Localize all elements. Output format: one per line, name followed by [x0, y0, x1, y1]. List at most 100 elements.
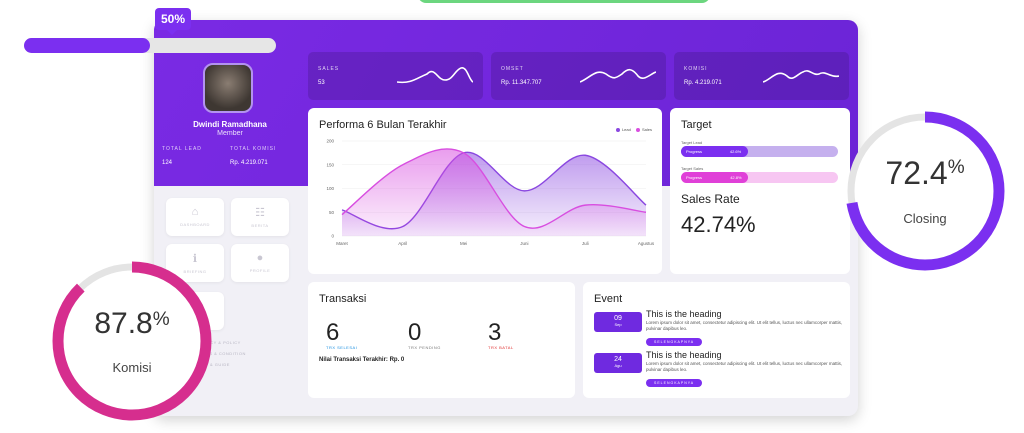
help-link[interactable]: HELP & GUIDE: [196, 362, 230, 367]
event-1-day: 09: [614, 315, 622, 322]
komisi-ring-arc: [52, 261, 212, 421]
event-2-button[interactable]: SELENGKAPNYA: [646, 379, 703, 387]
nav-profile[interactable]: ● PROFILE: [231, 244, 289, 282]
komisi-value: Rp. 4.219.071: [684, 80, 722, 86]
dashboard-card: Dwindi Ramadhana Member TOTAL LEAD 124 T…: [154, 20, 858, 416]
komisi-symbol: %: [152, 309, 170, 330]
nav-briefing-label: BRIEFING: [183, 269, 207, 274]
trx-pending-label: TRX PENDING: [408, 345, 441, 350]
event-1-text: Lorem ipsum dolor sit amet, consectetur …: [646, 320, 843, 331]
target-sales-fill: [681, 172, 749, 183]
event-1-heading: This is the heading: [646, 309, 722, 319]
target-lead-pct: 42.6%: [729, 149, 742, 154]
event-panel: Event 09 Sep This is the heading Lorem i…: [583, 282, 850, 398]
komisi-number: 87.8: [94, 307, 153, 340]
closing-number: 72.4: [885, 155, 948, 191]
sales-title: SALES: [318, 66, 340, 72]
target-lead-fill: [681, 146, 748, 157]
top-progress-label: 50%: [155, 8, 192, 35]
event-1-button[interactable]: SELENGKAPNYA: [646, 338, 703, 346]
omset-sparkline: [580, 68, 656, 83]
news-icon: ☷: [255, 207, 265, 219]
target-sales-bar: Progress 42.8%: [681, 172, 838, 183]
nav-berita-label: BERITA: [251, 223, 269, 228]
trx-selesai-count: 6: [326, 319, 340, 346]
trx-note: Nilai Transaksi Terakhir: Rp. 0: [319, 357, 405, 363]
omset-title: OMSET: [501, 66, 524, 72]
legend-sales-swatch: [635, 127, 640, 132]
legend-sales: Sales: [641, 127, 652, 132]
event-2-text: Lorem ipsum dolor sit amet, consectetur …: [646, 361, 843, 372]
terms-link[interactable]: TERMS & CONDITION: [196, 351, 246, 356]
avatar[interactable]: [203, 63, 253, 113]
y-tick-label: 0: [331, 234, 334, 239]
stat-total-lead-label: TOTAL LEAD: [162, 146, 202, 152]
series-sales-area: [342, 148, 646, 236]
komisi-ring-graphic: [52, 261, 212, 421]
event-1-month: Sep: [614, 322, 622, 327]
y-tick-label: 200: [326, 139, 334, 144]
legend-lead-swatch: [615, 127, 620, 132]
transaksi-title: Transaksi: [319, 293, 367, 305]
top-progress-fill: [24, 38, 150, 53]
event-1-date: 09 Sep: [594, 312, 642, 332]
trx-batal-count: 3: [488, 319, 502, 346]
stat-total-komisi-label: TOTAL KOMISI: [230, 146, 277, 152]
profile-role: Member: [217, 130, 243, 137]
closing-ring-arc: [845, 111, 1005, 271]
x-tick-label: Juni: [520, 241, 528, 246]
nav-berita[interactable]: ☷ BERITA: [231, 198, 289, 236]
closing-ring: 72.4% Closing: [843, 109, 1007, 273]
profile-name: Dwindi Ramadhana: [193, 120, 267, 129]
target-panel: Target Target Lead Progress 42.6% Target…: [670, 108, 850, 274]
transaksi-panel: Transaksi 6 TRX SELESAI 0 TRX PENDING 3 …: [308, 282, 575, 398]
komisi-ring: 87.8% Komisi: [50, 259, 214, 423]
x-tick-label: Maret: [336, 241, 348, 246]
header-accent: [418, 0, 710, 3]
stat-total-lead-value: 124: [162, 160, 173, 166]
event-2-date: 24 Agu: [594, 353, 642, 373]
target-title: Target: [681, 119, 712, 131]
performance-title: Performa 6 Bulan Terakhir: [319, 119, 447, 131]
komisi-caption: Komisi: [112, 360, 152, 375]
omset-value: Rp. 11.347.707: [501, 80, 542, 86]
komisi-sparkline: [763, 70, 839, 83]
trx-batal-label: TRX BATAL: [488, 345, 514, 350]
sales-card: SALES 53: [308, 52, 483, 100]
x-tick-label: Juli: [582, 241, 589, 246]
sales-sparkline: [397, 67, 473, 84]
target-lead-bar: Progress 42.6%: [681, 146, 838, 157]
performance-chart: 0 50 100 150 200 Maret April Mei Juni Juli Agustus: [326, 139, 655, 247]
sales-rate-label: Sales Rate: [681, 192, 740, 206]
y-tick-label: 100: [326, 186, 334, 191]
sales-rate-value: 42.74%: [681, 212, 756, 237]
closing-ring-graphic: [845, 111, 1005, 271]
nav-dashboard-label: DASHBOARD: [180, 222, 210, 227]
user-icon: ●: [256, 252, 264, 264]
performance-panel: Performa 6 Bulan Terakhir Lead Sales 0 50…: [308, 108, 662, 274]
y-tick-label: 50: [329, 210, 335, 215]
komisi-card: KOMISI Rp. 4.219.071: [674, 52, 849, 100]
privacy-link[interactable]: PRIVACY & POLICY: [196, 340, 241, 345]
series-sales-line: [341, 148, 647, 229]
target-sales-inner: Progress: [686, 175, 703, 180]
chart-legend: Lead Sales: [612, 127, 652, 132]
x-tick-label: Agustus: [638, 241, 655, 246]
profile-panel: Dwindi Ramadhana Member TOTAL LEAD 124 T…: [154, 20, 306, 186]
legend-lead: Lead: [621, 127, 631, 132]
x-tick-label: April: [398, 241, 407, 246]
closing-caption: Closing: [903, 211, 947, 226]
nav-dashboard[interactable]: ⌂ DASHBOARD: [166, 198, 224, 236]
target-lead-inner: Progress: [686, 149, 703, 154]
event-title: Event: [594, 293, 623, 305]
x-tick-label: Mei: [460, 241, 467, 246]
closing-value: 72.4%: [843, 155, 1007, 192]
omset-card: OMSET Rp. 11.347.707: [491, 52, 666, 100]
event-2-day: 24: [614, 356, 622, 363]
target-lead-label: Target Lead: [681, 140, 703, 145]
target-sales-pct: 42.8%: [730, 175, 742, 180]
komisi-title: KOMISI: [684, 66, 708, 72]
event-2-heading: This is the heading: [646, 350, 722, 360]
stat-total-komisi-value: Rp. 4.219.071: [230, 160, 268, 166]
